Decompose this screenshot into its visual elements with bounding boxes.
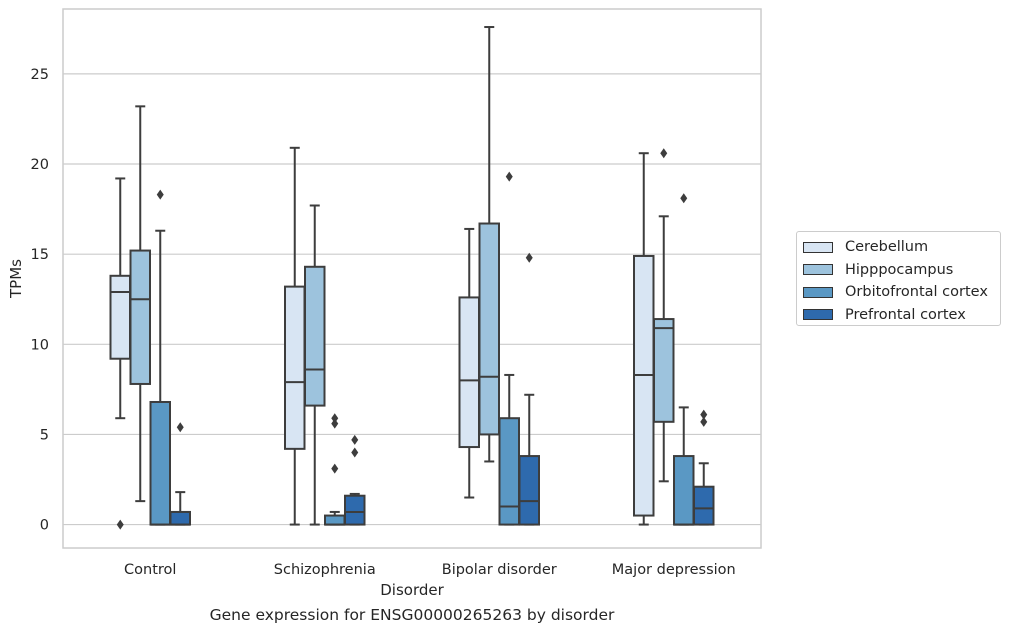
outlier-point	[176, 422, 184, 433]
outlier-point	[351, 434, 359, 445]
box-orbitofrontal-cortex	[498, 171, 520, 526]
outlier-point	[331, 413, 339, 424]
box-iqr	[458, 296, 480, 449]
outlier-point	[505, 171, 513, 182]
box-cerebellum	[284, 146, 306, 526]
outlier-point	[660, 148, 668, 159]
chart-caption: Gene expression for ENSG00000265263 by d…	[209, 606, 615, 624]
box-iqr	[633, 254, 655, 517]
box-iqr	[653, 318, 675, 423]
box-orbitofrontal-cortex	[149, 189, 171, 526]
y-tick-labels: 0 5 10 15 20 25	[31, 67, 49, 534]
legend-item: Cerebellum	[803, 236, 1000, 259]
legend: Cerebellum Hipppocampus Orbitofrontal cort…	[796, 231, 1001, 326]
legend-item: Prefrontal cortex	[803, 304, 1000, 327]
legend-swatch	[803, 309, 833, 321]
box-iqr	[478, 222, 500, 436]
outlier-point	[331, 463, 339, 474]
box-hipppocampus	[129, 105, 151, 503]
x-axis-label: Disorder	[380, 581, 444, 599]
box-iqr	[149, 400, 171, 526]
box-series-group	[109, 26, 715, 530]
box-hipppocampus	[478, 26, 500, 463]
legend-label: Prefrontal cortex	[845, 306, 966, 323]
box-iqr	[498, 417, 520, 526]
outlier-point	[331, 418, 339, 429]
box-iqr	[129, 249, 151, 385]
outlier-point	[351, 447, 359, 458]
box-hipppocampus	[653, 148, 675, 483]
box-cerebellum	[458, 227, 480, 499]
legend-label: Cerebellum	[845, 239, 929, 256]
box-iqr	[169, 510, 191, 526]
box-iqr	[693, 485, 715, 526]
box-cerebellum	[633, 152, 655, 526]
legend-swatch	[803, 241, 833, 253]
y-tick-label: 25	[31, 67, 49, 83]
legend-item: Hipppocampus	[803, 259, 1000, 282]
outlier-point	[700, 416, 708, 427]
outlier-point	[680, 193, 688, 204]
box-cerebellum	[109, 177, 131, 530]
legend-swatch	[803, 286, 833, 298]
y-tick-label: 15	[31, 247, 49, 263]
box-iqr	[324, 514, 346, 526]
box-iqr	[673, 455, 695, 526]
box-hipppocampus	[304, 204, 326, 526]
box-iqr	[109, 274, 131, 360]
box-prefrontal-cortex	[518, 252, 540, 526]
x-tick-label: Control	[124, 562, 176, 578]
y-axis-label: TPMs	[7, 259, 25, 299]
box-prefrontal-cortex	[169, 422, 191, 526]
box-iqr	[518, 455, 540, 526]
box-iqr	[304, 265, 326, 407]
plot-frame	[62, 8, 762, 549]
outlier-point	[700, 409, 708, 420]
box-prefrontal-cortex	[693, 409, 715, 526]
box-orbitofrontal-cortex	[673, 193, 695, 526]
legend-label: Hipppocampus	[845, 261, 954, 278]
box-iqr	[284, 285, 306, 450]
x-tick-label: Bipolar disorder	[442, 562, 557, 578]
outlier-point	[156, 189, 164, 200]
legend-item: Orbitofrontal cortex	[803, 281, 1000, 304]
legend-swatch	[803, 264, 833, 276]
y-tick-label: 0	[40, 518, 49, 534]
legend-label: Orbitofrontal cortex	[845, 284, 988, 301]
x-tick-label: Major depression	[612, 562, 736, 578]
y-tick-label: 5	[40, 427, 49, 443]
y-tick-label: 20	[31, 157, 49, 173]
y-tick-label: 10	[31, 337, 49, 353]
box-iqr	[344, 494, 366, 526]
box-prefrontal-cortex	[344, 434, 366, 526]
outlier-point	[116, 519, 124, 530]
x-tick-label: Schizophrenia	[274, 562, 376, 578]
x-tick-labels: Control Schizophrenia Bipolar disorder Majo…	[124, 562, 736, 578]
box-orbitofrontal-cortex	[324, 413, 346, 526]
outlier-point	[525, 252, 533, 263]
